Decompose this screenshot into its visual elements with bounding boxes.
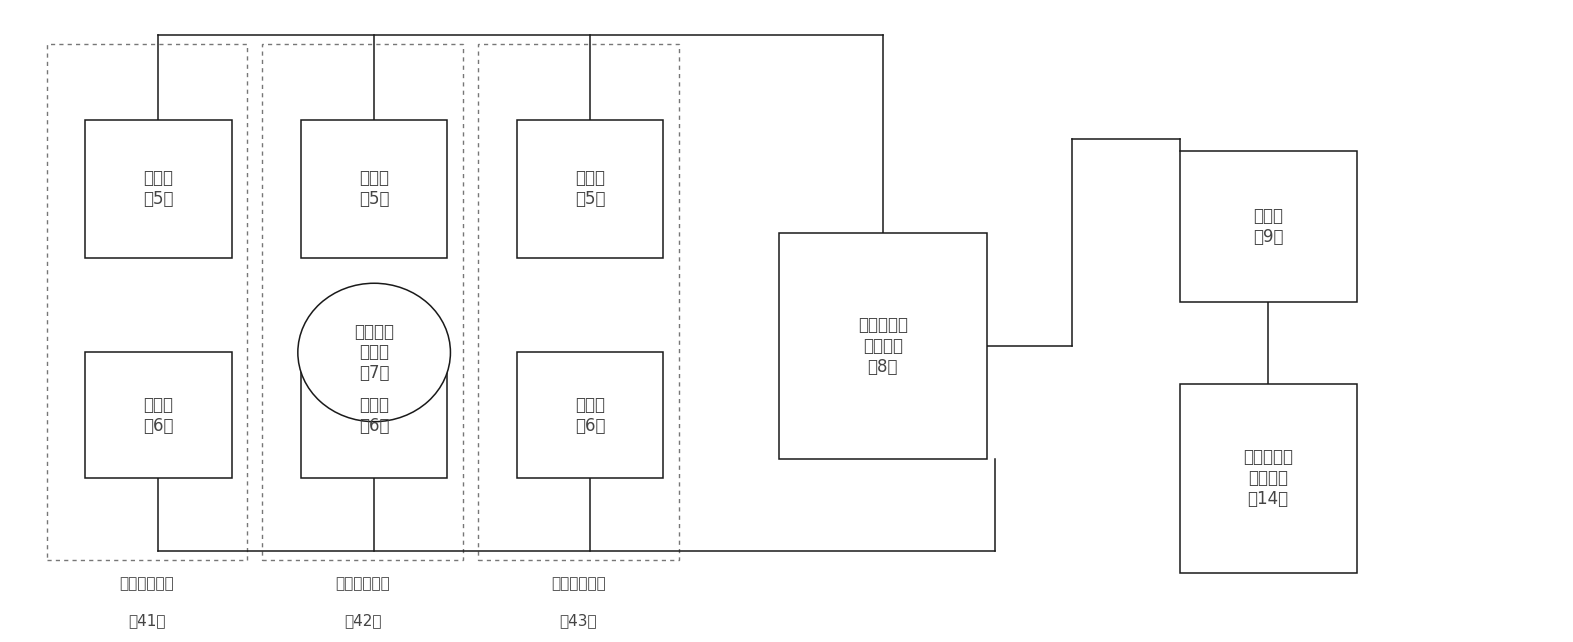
Bar	[779, 233, 986, 460]
Ellipse shape	[297, 283, 450, 422]
Bar	[1180, 384, 1357, 573]
Text: （43）: （43）	[560, 614, 598, 629]
Text: 计算机
（9）: 计算机 （9）	[1254, 207, 1284, 246]
Bar	[85, 119, 231, 258]
Bar	[300, 352, 447, 478]
Text: 热电偶
（6）: 热电偶 （6）	[574, 396, 606, 435]
Bar	[85, 352, 231, 478]
Text: 加热器
（5）: 加热器 （5）	[359, 169, 390, 208]
Text: 荧光检测与
分析系统
（14）: 荧光检测与 分析系统 （14）	[1243, 449, 1293, 508]
Bar	[516, 119, 664, 258]
Bar	[1180, 151, 1357, 302]
Text: 循环冷却
水装置
（7）: 循环冷却 水装置 （7）	[354, 323, 395, 382]
Text: 退火区铜柱片: 退火区铜柱片	[335, 576, 390, 591]
Bar	[47, 44, 247, 560]
Text: 加热器
（5）: 加热器 （5）	[574, 169, 606, 208]
Text: 延伸区铜柱片: 延伸区铜柱片	[551, 576, 606, 591]
Bar	[263, 44, 462, 560]
Text: （41）: （41）	[127, 614, 165, 629]
Text: 解链区铜柱片: 解链区铜柱片	[120, 576, 175, 591]
Text: 加热器
（5）: 加热器 （5）	[143, 169, 173, 208]
Text: 热电偶
（6）: 热电偶 （6）	[359, 396, 390, 435]
Text: （42）: （42）	[344, 614, 381, 629]
Bar	[516, 352, 664, 478]
Text: 温度采集与
控制系统
（8）: 温度采集与 控制系统 （8）	[857, 317, 908, 376]
Text: 热电偶
（6）: 热电偶 （6）	[143, 396, 173, 435]
Bar	[300, 119, 447, 258]
Bar	[478, 44, 678, 560]
